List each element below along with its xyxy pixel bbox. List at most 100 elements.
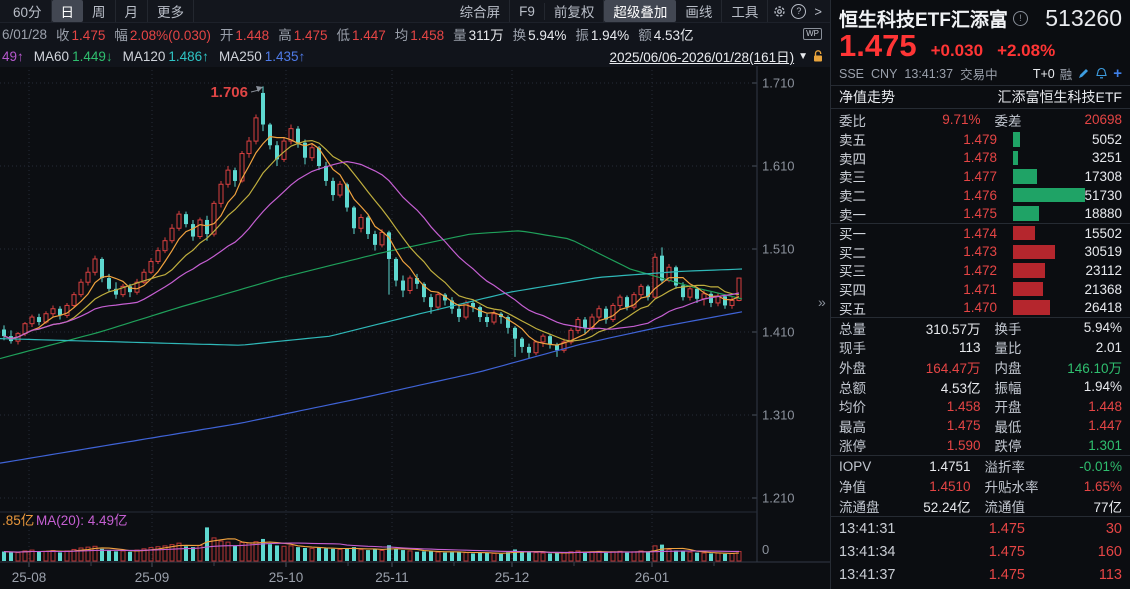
chevron-right-icon[interactable]: > (814, 3, 822, 19)
depth-price[interactable]: 1.471 (963, 281, 997, 297)
ask-row-卖一[interactable]: 卖一 1.475 18880 (831, 204, 1130, 223)
depth-price[interactable]: 1.473 (963, 244, 997, 260)
svg-text:MA(20): 4.49亿: MA(20): 4.49亿 (36, 513, 128, 528)
tick-trade-row: 13:41:34 1.475 160 (831, 540, 1130, 563)
nav-tab-netvalue[interactable]: 净值走势 (839, 89, 895, 105)
info-icon[interactable]: ! (1012, 10, 1028, 26)
ask-row-卖四[interactable]: 卖四 1.478 3251 (831, 149, 1130, 168)
ask-row-卖五[interactable]: 卖五 1.479 5052 (831, 130, 1130, 149)
date-range-text[interactable]: 2025/06/06-2026/01/28(161日) (609, 50, 795, 65)
tab-period-60分[interactable]: 60分 (4, 0, 52, 22)
depth-bar (1013, 206, 1039, 221)
depth-level-label: 买三 (839, 264, 866, 280)
depth-bar (1013, 150, 1018, 166)
bid-row-买三[interactable]: 买三 1.472 23112 (831, 261, 1130, 280)
tab-period-更多[interactable]: 更多 (148, 0, 195, 22)
stat-value: 1.301 (1088, 437, 1122, 453)
tick-price: 1.475 (988, 520, 1025, 537)
tab-tool-工具[interactable]: 工具 (722, 0, 769, 22)
tab-period-月[interactable]: 月 (116, 0, 149, 22)
panel-collapse-handle[interactable]: » (818, 294, 826, 310)
quote-panel: 恒生科技ETF汇添富 ! 513260 1.475 +0.030 +2.08% … (830, 0, 1130, 589)
weicha-label: 委差 (994, 113, 1022, 129)
bid-row-买四[interactable]: 买四 1.471 21368 (831, 280, 1130, 299)
fund-full-name[interactable]: 汇添富恒生科技ETF (997, 89, 1122, 105)
stat-row-现手: 现手 113 量比 2.01 (831, 338, 1130, 358)
quote-summary-bar: 6/01/28 收 1.475 幅 2.08%(0.030) 开 1.448 高 1.475 低… (0, 23, 830, 45)
weibi-label: 委比 (839, 113, 866, 129)
ask-row-卖二[interactable]: 卖二 1.476 51730 (831, 186, 1130, 205)
nav-tabs-row[interactable]: 净值走势 汇添富恒生科技ETF (831, 86, 1130, 108)
date-range-selector[interactable]: 2025/06/06-2026/01/28(161日) ▼ (609, 46, 824, 66)
add-icon[interactable]: + (1113, 64, 1122, 82)
depth-level-label: 买二 (839, 245, 866, 261)
price-change: +0.030 (930, 41, 984, 60)
depth-price[interactable]: 1.476 (963, 187, 997, 203)
tab-tool-前复权[interactable]: 前复权 (545, 0, 605, 22)
stat-label: 均价 (839, 400, 866, 416)
tab-tool-画线[interactable]: 画线 (676, 0, 723, 22)
quote-item-label: 幅 (114, 28, 128, 43)
svg-text:25-12: 25-12 (495, 570, 530, 585)
tab-tool-F9[interactable]: F9 (510, 2, 545, 20)
tab-tool-超级叠加[interactable]: 超级叠加 (604, 0, 677, 22)
stat-value: 164.47万 (925, 360, 981, 376)
ma-overlay-bar: 49↑ MA60 1.449↓ MA120 1.486↑ MA250 1.435↑ 202… (0, 45, 830, 67)
stat-label: 量比 (994, 341, 1022, 357)
candlestick-chart[interactable]: 1.710 1.610 1.510 1.410 1.310 1.210 25-08 25-09… (0, 66, 830, 589)
settings-gear-icon[interactable] (772, 4, 787, 19)
stat-label: 换手 (994, 321, 1022, 337)
period-tabs: 60分日周月更多 (4, 0, 195, 22)
help-icon[interactable]: ? (791, 3, 807, 19)
quote-item-label: 额 (638, 28, 652, 43)
t0-badge: T+0 (1032, 66, 1055, 81)
weicha-value: 20698 (1084, 112, 1122, 127)
depth-level-label: 买五 (839, 301, 866, 317)
ma-item-MA60: MA60 1.449↓ (34, 49, 113, 64)
svg-text:25-10: 25-10 (269, 570, 304, 585)
stat-label: 流通值 (984, 500, 1026, 516)
wp-monitor-icon[interactable]: WP (803, 28, 822, 40)
depth-price[interactable]: 1.479 (963, 131, 997, 147)
svg-text:1.710: 1.710 (762, 76, 795, 91)
unlock-icon[interactable] (812, 49, 824, 63)
depth-price[interactable]: 1.472 (963, 262, 997, 278)
margin-badge: 融 (1059, 68, 1073, 82)
caret-down-icon[interactable]: ▼ (798, 50, 808, 62)
bid-row-买五[interactable]: 买五 1.470 26418 (831, 298, 1130, 317)
depth-price[interactable]: 1.475 (963, 206, 997, 222)
trading-status: 交易中 (960, 68, 998, 82)
tab-period-周[interactable]: 周 (83, 0, 116, 22)
bid-row-买二[interactable]: 买二 1.473 30519 (831, 243, 1130, 262)
ma-label: MA250 (218, 48, 262, 64)
quote-item-label: 开 (219, 28, 234, 43)
tab-tool-综合屏[interactable]: 综合屏 (451, 0, 511, 22)
ma-value: 1.486↑ (168, 48, 209, 64)
ask-row-卖三[interactable]: 卖三 1.477 17308 (831, 167, 1130, 186)
depth-level-label: 卖四 (839, 151, 866, 167)
depth-volume: 51730 (1084, 187, 1122, 203)
tick-trade-row: 13:41:37 1.475 113 (831, 563, 1130, 586)
quote-item-value: 4.53亿 (653, 28, 694, 43)
depth-level-label: 卖五 (839, 133, 866, 149)
tab-period-日[interactable]: 日 (51, 0, 84, 22)
security-code: 513260 (1045, 4, 1122, 31)
alert-bell-icon[interactable] (1095, 67, 1108, 80)
tick-trade-list: 13:41:31 1.475 30 13:41:34 1.475 160 13:41:37 1… (831, 517, 1130, 586)
stat-label: 最高 (839, 419, 866, 435)
depth-volume: 26418 (1084, 300, 1122, 316)
stat-label: 总额 (839, 380, 866, 396)
security-title-row: 恒生科技ETF汇添富 ! 513260 (831, 0, 1130, 31)
depth-price[interactable]: 1.477 (963, 168, 997, 184)
bid-row-买一[interactable]: 买一 1.474 15502 (831, 224, 1130, 243)
depth-price[interactable]: 1.474 (963, 225, 997, 241)
depth-volume: 23112 (1085, 262, 1122, 278)
stat-value: 1.4751 (929, 458, 971, 474)
depth-price[interactable]: 1.470 (963, 300, 997, 316)
depth-price[interactable]: 1.478 (963, 150, 997, 166)
edit-icon[interactable] (1077, 67, 1090, 80)
stat-value: 2.01 (1095, 339, 1122, 355)
divider (831, 108, 1130, 109)
quote-item-振: 振 1.94% (575, 24, 629, 44)
